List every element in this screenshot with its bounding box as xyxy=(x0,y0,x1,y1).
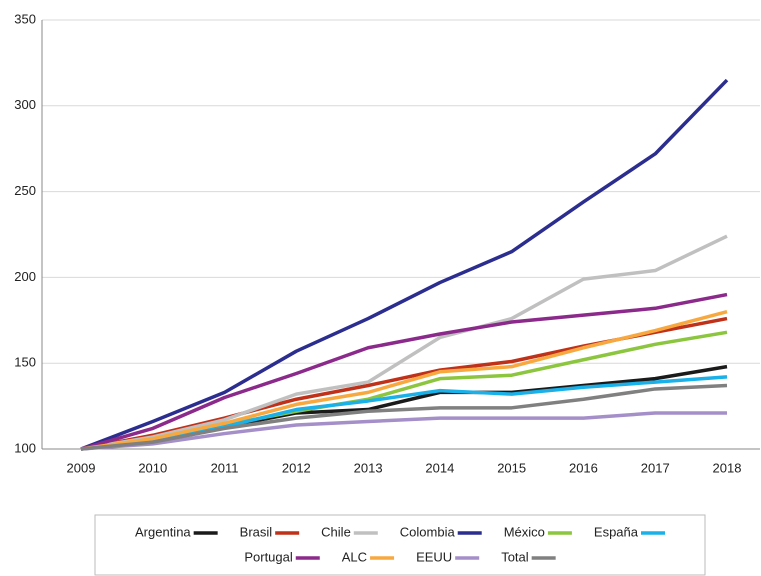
x-tick-label: 2009 xyxy=(67,460,96,475)
legend-label: México xyxy=(504,524,545,539)
series-line xyxy=(80,411,727,451)
series-line xyxy=(80,234,728,451)
y-tick-label: 100 xyxy=(14,440,36,455)
x-tick-label: 2017 xyxy=(641,460,670,475)
x-tick-label: 2011 xyxy=(211,460,239,475)
x-tick-label: 2014 xyxy=(425,460,454,475)
legend-box xyxy=(94,514,706,576)
legend-label: Colombia xyxy=(400,524,456,539)
x-tick-label: 2010 xyxy=(138,460,167,475)
y-tick-label: 200 xyxy=(14,269,36,284)
legend-label: Brasil xyxy=(240,524,273,539)
legend-label: Chile xyxy=(321,524,351,539)
x-tick-label: 2015 xyxy=(497,460,526,475)
y-tick-label: 300 xyxy=(14,97,36,112)
x-tick-label: 2016 xyxy=(569,460,598,475)
legend-label: ALC xyxy=(342,549,367,564)
legend-label: EEUU xyxy=(416,549,452,564)
series-line xyxy=(80,310,728,451)
x-tick-label: 2018 xyxy=(713,460,742,475)
series-line xyxy=(80,292,728,451)
x-tick-label: 2012 xyxy=(282,460,311,475)
x-tick-label: 2013 xyxy=(354,460,383,475)
y-tick-label: 350 xyxy=(14,11,36,26)
legend-label: Portugal xyxy=(244,549,293,564)
series-line xyxy=(80,383,728,451)
legend-label: Argentina xyxy=(135,524,191,539)
legend-label: España xyxy=(594,524,639,539)
y-tick-label: 250 xyxy=(14,183,36,198)
series-line xyxy=(80,78,729,451)
y-tick-label: 150 xyxy=(14,355,36,370)
legend-label: Total xyxy=(501,549,529,564)
